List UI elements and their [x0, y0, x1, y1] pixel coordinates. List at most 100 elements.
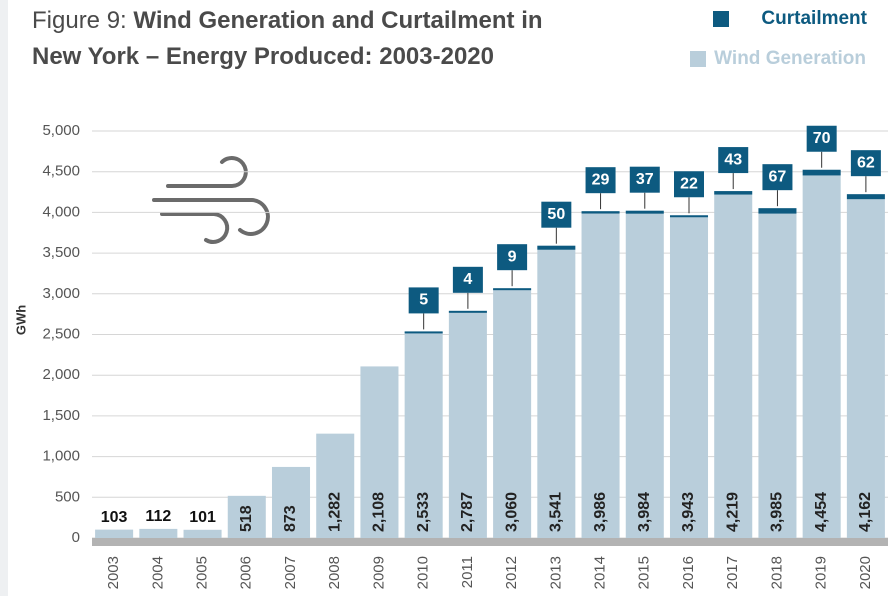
curtailment-label-box	[674, 171, 704, 198]
wind-bar	[271, 466, 311, 538]
data-label: 101	[189, 509, 216, 526]
wind-bar	[625, 213, 664, 538]
wind-bar	[537, 249, 576, 538]
data-label: 112	[145, 508, 171, 525]
data-label: 62	[857, 154, 875, 171]
curtailment-bar	[448, 310, 487, 313]
data-label: 3,943	[680, 492, 697, 532]
curtailment-bar	[714, 191, 753, 195]
data-label: 1,282	[326, 492, 343, 532]
data-label: 2,108	[371, 492, 388, 532]
x-tick-label: 2005	[194, 556, 211, 589]
x-tick-label: 2003	[105, 556, 122, 589]
wind-bar	[846, 199, 885, 538]
x-tick-label: 2019	[813, 556, 830, 589]
x-tick-label: 2015	[636, 556, 653, 589]
wind-bar	[758, 213, 797, 538]
wind-bar	[227, 495, 266, 538]
wind-bar	[581, 213, 620, 538]
y-tick-label: 0	[72, 529, 80, 546]
curtailment-label-box	[585, 167, 616, 194]
y-tick-label: 500	[55, 488, 80, 505]
chart-title: Figure 9: Wind Generation and Curtailmen…	[32, 7, 543, 70]
curtailment-label-box	[408, 287, 439, 314]
data-label: 3,985	[769, 492, 786, 532]
legend-swatch	[690, 51, 706, 67]
title-line: New York – Energy Produced: 2003-2020	[32, 43, 494, 70]
data-label: 4,219	[724, 492, 741, 532]
wind-bar	[139, 528, 178, 538]
curtailment-bar	[404, 331, 443, 334]
curtailment-label-box	[806, 125, 837, 152]
x-tick-label: 2010	[415, 556, 432, 589]
data-label: 3,986	[592, 492, 609, 532]
side-strip	[0, 0, 8, 596]
data-label: 70	[813, 130, 831, 147]
curtailment-label-box	[850, 150, 881, 177]
x-tick-label: 2011	[459, 556, 476, 588]
data-label: 4,454	[813, 492, 830, 532]
data-label: 518	[238, 505, 255, 532]
y-axis-label: GWh	[13, 305, 28, 335]
wind-icon	[152, 156, 270, 244]
title-line: Wind Generation and Curtailment in	[133, 7, 542, 34]
y-tick-label: 1,000	[42, 448, 80, 465]
data-label: 43	[724, 151, 742, 168]
data-label: 2,787	[459, 492, 476, 532]
curtailment-bar	[581, 211, 620, 214]
wind-bar	[669, 217, 709, 538]
wind-bar	[95, 529, 134, 538]
curtailment-bar	[802, 169, 841, 176]
curtailment-label-box	[452, 266, 483, 293]
y-tick-label: 3,000	[42, 285, 80, 302]
data-label: 3,060	[503, 492, 520, 532]
wind-bar	[316, 433, 355, 538]
wind-bar	[802, 175, 841, 538]
legend: Curtailment Wind Generation	[690, 8, 868, 69]
y-tick-label: 4,500	[42, 163, 80, 180]
wind-bar	[493, 288, 532, 538]
legend-swatch	[713, 11, 729, 27]
curtailment-label-box	[629, 166, 660, 193]
data-label: 29	[592, 171, 610, 188]
data-label: 50	[547, 206, 565, 223]
y-tick-label: 4,000	[42, 203, 80, 220]
x-tick-label: 2020	[857, 556, 874, 589]
data-label: 4	[463, 271, 472, 288]
data-label: 67	[769, 168, 787, 185]
legend-label: Curtailment	[761, 8, 867, 29]
curtailment-label-box	[762, 164, 793, 191]
x-tick-label: 2006	[238, 556, 255, 589]
title-label: Figure 9:	[32, 7, 127, 34]
x-tick-label: 2004	[149, 556, 166, 589]
y-tick-label: 3,500	[42, 244, 80, 261]
data-label: 9	[508, 248, 517, 265]
data-label: 3,984	[636, 492, 653, 532]
wind-bar	[183, 529, 222, 538]
curtailment-bar	[846, 194, 885, 200]
y-tick-label: 5,000	[42, 122, 80, 139]
x-tick-label: 2016	[680, 556, 697, 589]
wind-bar	[714, 194, 753, 538]
wind-bar	[448, 311, 487, 538]
x-tick-label: 2014	[592, 556, 609, 589]
x-tick-label: 2007	[282, 556, 299, 589]
x-tick-label: 2009	[370, 556, 387, 589]
curtailment-bar	[669, 215, 709, 218]
data-label: 3,541	[548, 492, 565, 532]
data-label: 37	[636, 171, 654, 188]
data-label: 4,162	[857, 492, 874, 532]
curtailment-label-box	[497, 244, 528, 271]
data-label: 5	[419, 292, 428, 309]
curtailment-bar	[493, 288, 532, 291]
data-label: 22	[680, 175, 698, 192]
x-tick-label: 2018	[768, 556, 785, 589]
y-tick-label: 2,500	[42, 325, 80, 342]
x-tick-label: 2008	[326, 556, 343, 589]
curtailment-bar	[537, 245, 576, 250]
y-tick-label: 1,500	[42, 407, 80, 424]
x-tick-label: 2012	[503, 556, 520, 589]
x-axis	[92, 538, 888, 546]
curtailment-bar	[758, 208, 797, 214]
